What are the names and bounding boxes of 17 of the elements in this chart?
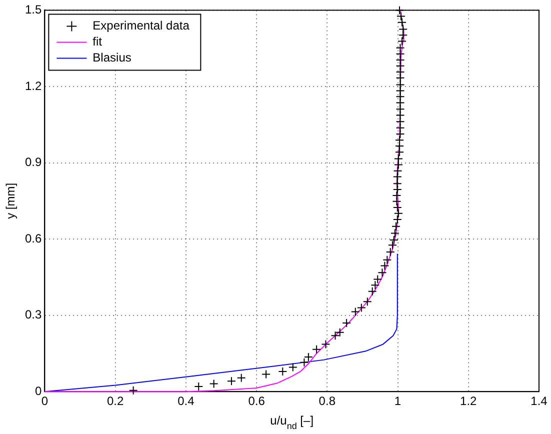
x-tick-label: 0.6 bbox=[248, 394, 266, 408]
x-tick-label: 1.4 bbox=[530, 394, 548, 408]
y-axis-title: y [mm] bbox=[4, 182, 18, 219]
y-tick-label: 0.6 bbox=[24, 231, 42, 246]
x-tick-label: 0.2 bbox=[106, 394, 124, 408]
legend-label: Blasius bbox=[92, 50, 132, 65]
y-tick-label: 0 bbox=[34, 384, 42, 398]
y-tick-label: 1.2 bbox=[24, 78, 42, 93]
y-tick-label: 1.5 bbox=[24, 2, 42, 17]
x-tick-label: 0.4 bbox=[178, 394, 195, 408]
x-tick-label: 0.8 bbox=[318, 394, 336, 408]
x-tick-label: 1 bbox=[394, 394, 402, 408]
legend-label: fit bbox=[92, 34, 103, 49]
x-tick-label: 1.2 bbox=[460, 394, 478, 408]
y-tick-label: 0.3 bbox=[24, 308, 42, 322]
legend-label: Experimental data bbox=[92, 18, 190, 33]
y-tick-label: 0.9 bbox=[24, 155, 42, 170]
